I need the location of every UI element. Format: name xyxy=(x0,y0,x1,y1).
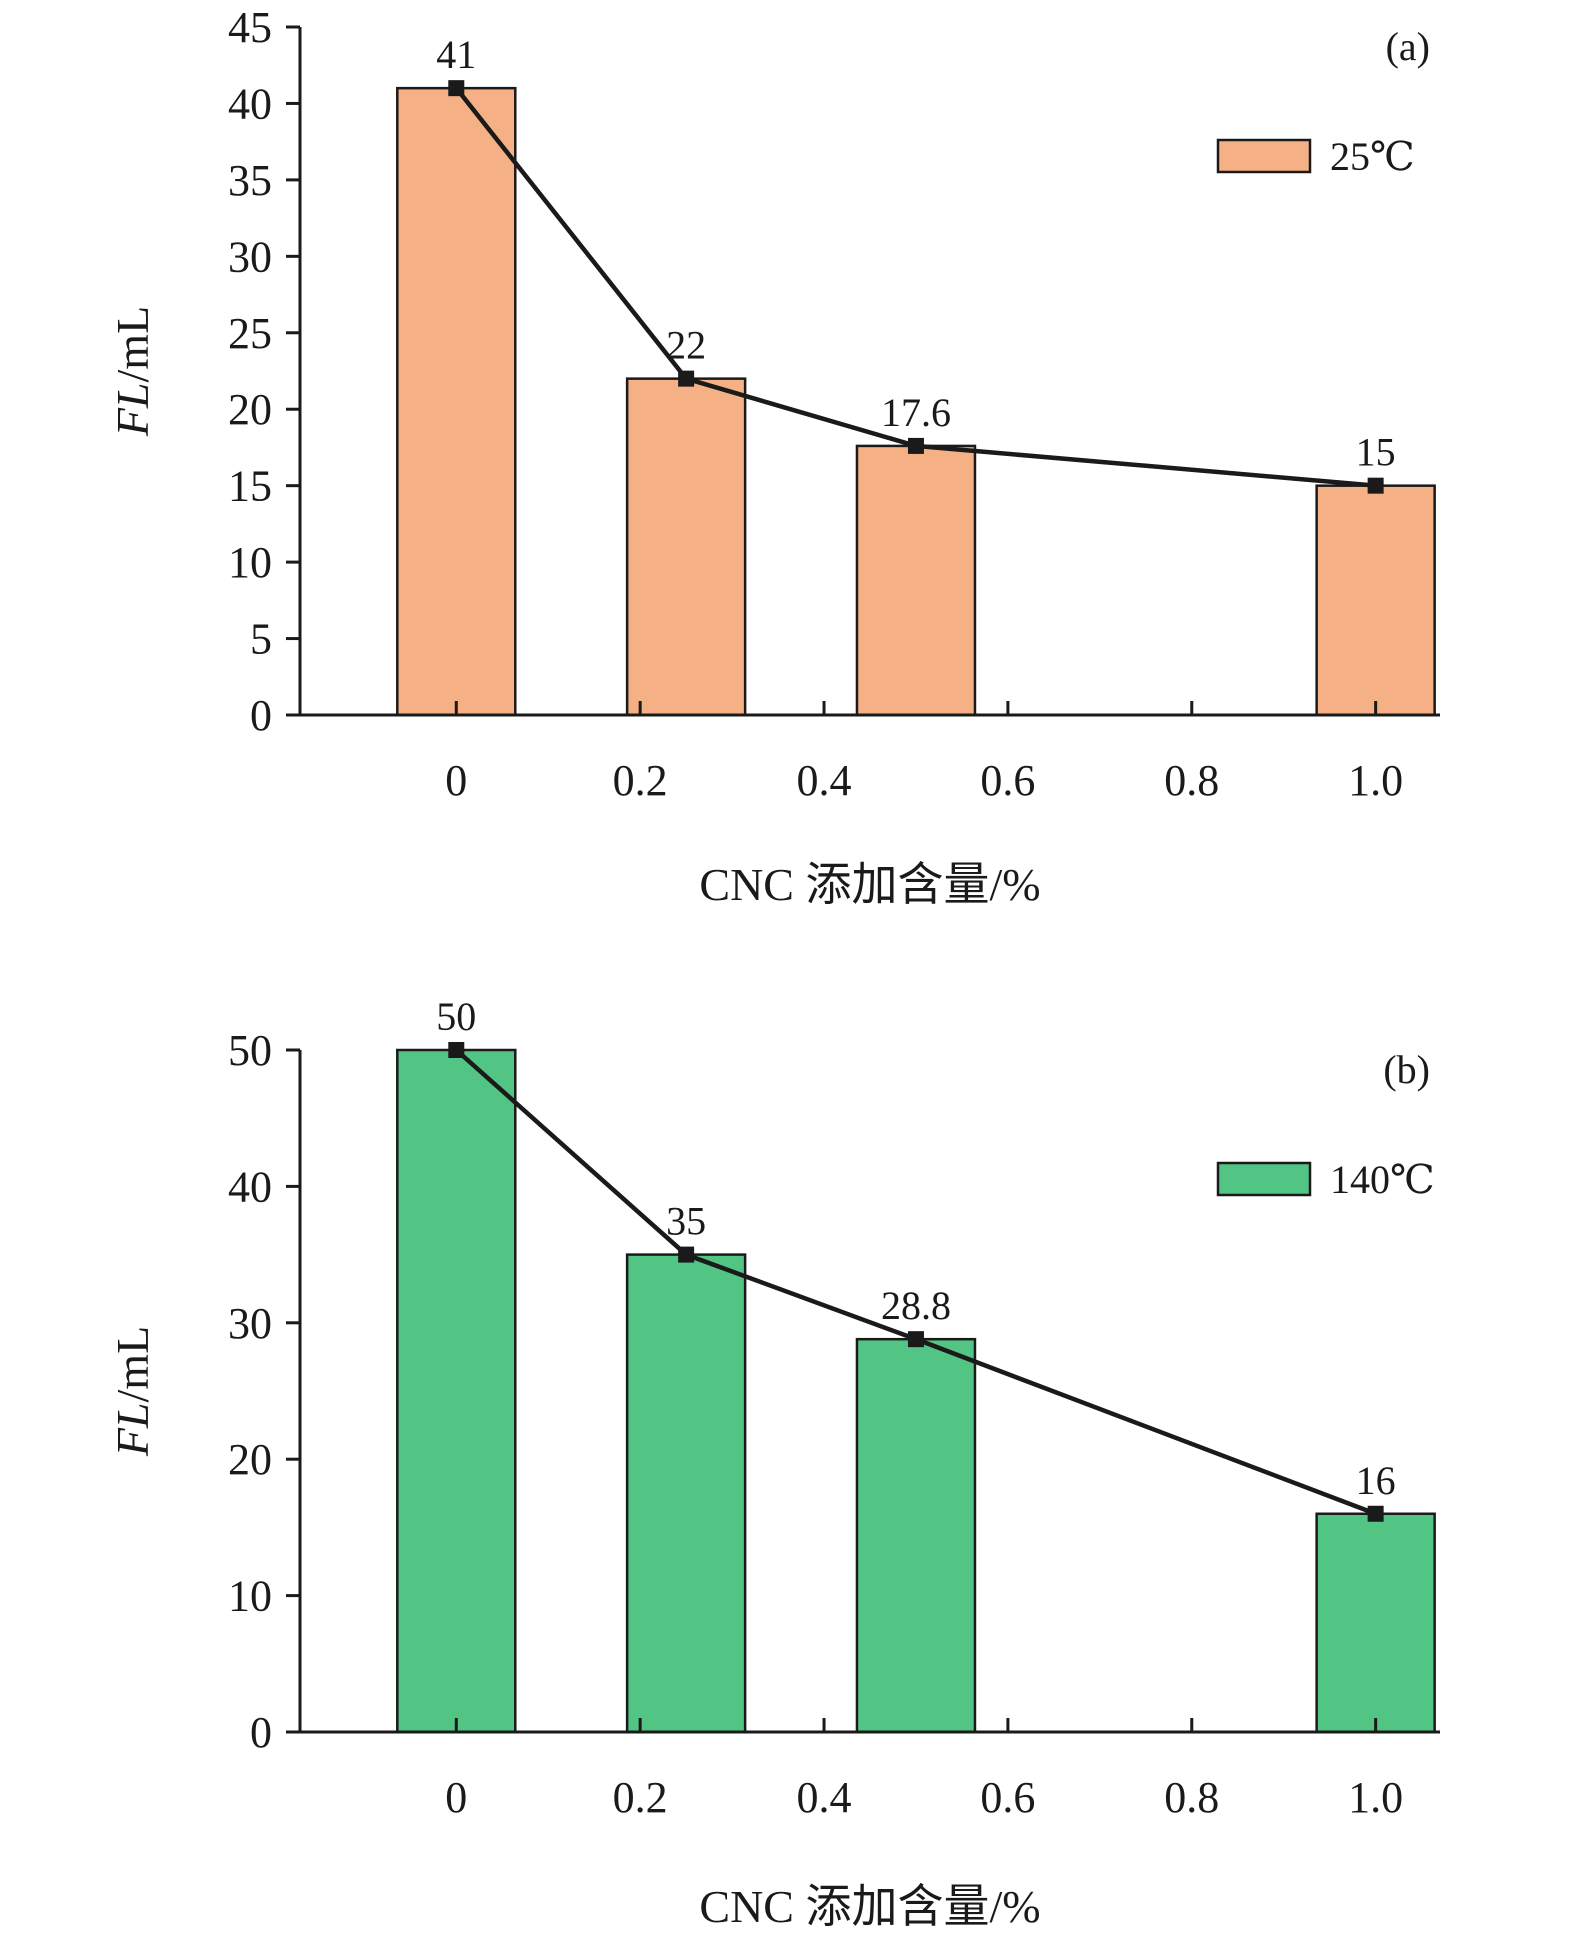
y-tick-label: 35 xyxy=(228,156,272,205)
y-tick-label: 5 xyxy=(250,615,272,664)
y-tick-label: 50 xyxy=(228,1026,272,1075)
data-label: 35 xyxy=(666,1199,706,1244)
y-tick-label: 40 xyxy=(228,79,272,128)
y-axis-title-variable: FL xyxy=(107,1402,158,1457)
y-tick-label: 10 xyxy=(228,538,272,587)
y-axis-title-unit: /mL xyxy=(107,306,158,383)
x-tick-label: 0.6 xyxy=(980,756,1035,805)
line-marker xyxy=(448,80,465,97)
y-tick-label: 15 xyxy=(228,462,272,511)
x-tick-label: 0.6 xyxy=(980,1773,1035,1822)
line-marker xyxy=(1367,1505,1384,1522)
x-tick-label: 0 xyxy=(445,1773,467,1822)
y-tick-label: 40 xyxy=(228,1162,272,1211)
x-tick-label: 0.4 xyxy=(797,1773,852,1822)
line-marker xyxy=(907,1331,924,1348)
chart-panel-a: 0 5 10 15 20 25 30 35 40 45 0 0.2 0.4 0.6 0.8 1.0 41 22 17… xyxy=(107,3,1440,910)
bar xyxy=(855,444,977,717)
legend: 140℃ xyxy=(1216,1157,1435,1202)
series-line xyxy=(454,1048,1377,1516)
legend-label: 25℃ xyxy=(1330,134,1415,179)
panel-label: (a) xyxy=(1386,24,1430,69)
legend-swatch xyxy=(1216,1161,1312,1197)
x-tick-label: 0.8 xyxy=(1164,1773,1219,1822)
x-tick-label: 0.8 xyxy=(1164,756,1219,805)
data-label: 50 xyxy=(436,994,476,1039)
data-label: 41 xyxy=(436,32,476,77)
y-tick-label: 0 xyxy=(250,1708,272,1757)
y-tick-label: 20 xyxy=(228,385,272,434)
legend-label: 140℃ xyxy=(1330,1157,1435,1202)
y-axis-title-variable: FL xyxy=(107,382,158,437)
y-tick-label: 0 xyxy=(250,691,272,740)
legend-swatch xyxy=(1216,138,1312,174)
bar xyxy=(855,1337,977,1734)
data-label: 22 xyxy=(666,323,706,368)
x-axis-title: CNC 添加含量/% xyxy=(699,859,1040,910)
line-marker xyxy=(1367,477,1384,494)
data-label: 16 xyxy=(1356,1458,1396,1503)
y-tick-label: 10 xyxy=(228,1572,272,1621)
y-axis-title-unit: /mL xyxy=(107,1326,158,1403)
bar xyxy=(625,377,747,717)
data-label: 15 xyxy=(1356,430,1396,475)
y-tick-label: 30 xyxy=(228,1299,272,1348)
x-tick-label: 0.4 xyxy=(797,756,852,805)
y-axis-title: FL/mL xyxy=(107,306,158,437)
y-tick-label: 20 xyxy=(228,1435,272,1484)
chart-panel-b: 0 10 20 30 40 50 0 0.2 0.4 0.6 0.8 1.0 50 35 28.8 16 (b)… xyxy=(107,994,1440,1932)
bar xyxy=(1315,484,1436,717)
bar xyxy=(396,86,517,717)
bar xyxy=(396,1048,517,1734)
line-marker xyxy=(678,370,695,387)
y-tick-label: 45 xyxy=(228,3,272,52)
bar xyxy=(1315,1512,1436,1734)
legend: 25℃ xyxy=(1216,134,1415,179)
x-tick-label: 0.2 xyxy=(613,756,668,805)
data-label: 28.8 xyxy=(881,1283,951,1328)
x-tick-label: 1.0 xyxy=(1348,756,1403,805)
line-marker xyxy=(907,437,924,454)
y-tick-label: 25 xyxy=(228,309,272,358)
series-line xyxy=(454,86,1376,488)
line-marker xyxy=(678,1246,695,1263)
x-tick-label: 0.2 xyxy=(613,1773,668,1822)
y-tick-label: 30 xyxy=(228,232,272,281)
line-marker xyxy=(448,1042,465,1058)
y-axis-title: FL/mL xyxy=(107,1326,158,1457)
x-tick-label: 1.0 xyxy=(1348,1773,1403,1822)
panel-label: (b) xyxy=(1383,1047,1430,1092)
x-tick-label: 0 xyxy=(445,756,467,805)
x-axis-title: CNC 添加含量/% xyxy=(699,1881,1040,1932)
bar xyxy=(625,1253,747,1734)
data-label: 17.6 xyxy=(881,390,951,435)
